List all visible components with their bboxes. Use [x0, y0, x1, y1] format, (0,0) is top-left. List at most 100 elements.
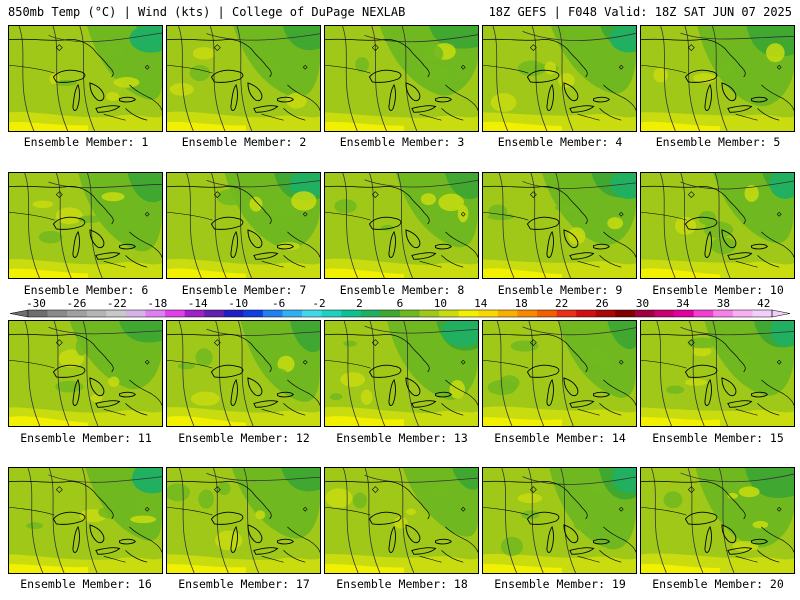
colorbar-right-arrow	[771, 309, 791, 318]
height-contour-line	[52, 26, 69, 131]
coastline	[483, 480, 636, 563]
great-lake-outline	[721, 82, 737, 102]
state-border	[641, 359, 758, 416]
temperature-shading-hot	[9, 564, 88, 573]
great-lake-outline	[569, 252, 595, 260]
great-lake-outline	[72, 525, 80, 553]
temperature-shading-hot	[483, 417, 562, 426]
temperature-field	[9, 26, 162, 131]
temperature-shading-patch	[544, 61, 557, 75]
great-lake-outline	[230, 83, 238, 111]
great-lake-outline	[253, 252, 279, 260]
height-contour-line	[660, 173, 676, 278]
ensemble-member-label: Ensemble Member: 16	[20, 577, 152, 591]
temperature-shading-patch	[420, 193, 437, 206]
temperature-shading-patch	[517, 493, 543, 504]
temperature-shading-patch	[457, 205, 469, 223]
great-lake-outline	[563, 377, 579, 397]
temperature-shading-patch	[691, 346, 712, 357]
coastline	[167, 333, 320, 416]
colorbar-tick-label: -18	[147, 298, 167, 310]
great-lake-outline	[119, 96, 136, 103]
temperature-field	[9, 173, 162, 278]
ensemble-member-label: Ensemble Member: 1	[23, 135, 149, 149]
temperature-shading-patch	[454, 63, 468, 81]
height-contour-line	[48, 32, 162, 43]
height-contour-line	[403, 321, 419, 426]
state-border	[167, 211, 284, 268]
island-outline	[529, 191, 624, 217]
great-lake-outline	[52, 69, 86, 83]
temperature-field	[167, 468, 320, 573]
great-lake-outline	[751, 538, 768, 545]
ensemble-panel-map	[166, 467, 321, 574]
temperature-field	[325, 26, 478, 131]
height-contour-line	[718, 468, 735, 573]
temperature-shading-patch	[665, 385, 685, 394]
temperature-field	[325, 173, 478, 278]
height-contour-line	[398, 468, 415, 573]
great-lake-outline	[247, 377, 263, 397]
great-lake-outline	[721, 524, 737, 544]
great-lake-outline	[210, 511, 244, 525]
great-lake-outline	[89, 377, 105, 397]
great-lake-outline	[230, 230, 238, 258]
great-lake-outline	[277, 391, 294, 398]
height-contour-line	[81, 468, 98, 573]
great-lake-outline	[72, 83, 80, 111]
ensemble-panel-map	[166, 320, 321, 427]
temperature-shading-patch	[214, 530, 243, 551]
colorbar-graphic: -30 -26 -22 -18 -14 -10 -6 -2 2 6 10 14 18 22 26 30 34 38…	[9, 298, 791, 318]
great-lake-outline	[684, 69, 718, 83]
colorbar-tick-label: -6	[272, 298, 285, 310]
colorbar-swatch	[693, 310, 714, 317]
great-lake-outline	[253, 105, 279, 113]
great-lake-outline	[405, 377, 421, 397]
colorbar-tick-label: -2	[312, 298, 325, 310]
colorbar-swatch	[654, 310, 675, 317]
temperature-shading-patch	[217, 481, 231, 496]
coastline	[641, 480, 794, 563]
temperature-shading-patch	[130, 515, 156, 524]
great-lake-outline	[95, 547, 121, 555]
temperature-shading-hot	[9, 121, 88, 131]
height-contour-line	[522, 326, 636, 336]
temperature-shading-hot	[483, 121, 562, 131]
temperature-shading-patch	[325, 488, 353, 508]
island-outline	[371, 339, 466, 365]
temperature-shading-hot	[167, 564, 246, 573]
great-lake-outline	[277, 96, 294, 103]
great-lake-outline	[563, 82, 579, 102]
state-border	[483, 359, 600, 416]
great-lake-outline	[247, 229, 263, 249]
height-contour-line	[237, 321, 254, 426]
ensemble-panel-map	[324, 320, 479, 427]
colorbar-tick-label: 22	[555, 298, 568, 310]
colorbar-swatch	[302, 310, 322, 317]
great-lake-outline	[368, 216, 402, 230]
great-lake-outline	[684, 511, 718, 525]
height-contour-line	[364, 468, 381, 573]
island-outline	[529, 486, 624, 512]
colorbar-swatch	[106, 310, 127, 317]
great-lake-outline	[546, 230, 554, 258]
ensemble-panel-map	[166, 172, 321, 279]
island-outline	[371, 191, 466, 217]
temperature-shading-hot	[483, 268, 562, 278]
colorbar-swatch	[223, 310, 244, 317]
height-contour-line	[560, 468, 576, 573]
temperature-shading-patch	[192, 47, 215, 60]
height-contour-line	[343, 321, 360, 426]
height-contour-line	[555, 173, 571, 278]
temperature-shading-patch	[189, 65, 211, 81]
great-lake-outline	[593, 538, 610, 545]
great-lake-outline	[727, 547, 753, 555]
great-lake-outline	[95, 400, 121, 408]
temperature-shading-patch	[343, 340, 358, 347]
temperature-shading-patch	[573, 518, 590, 531]
ensemble-member-label: Ensemble Member: 4	[497, 135, 623, 149]
temperature-shading-patch	[177, 362, 195, 370]
great-lake-outline	[119, 243, 136, 250]
great-lake-outline	[89, 524, 105, 544]
colorbar-tick-label: 30	[636, 298, 649, 310]
